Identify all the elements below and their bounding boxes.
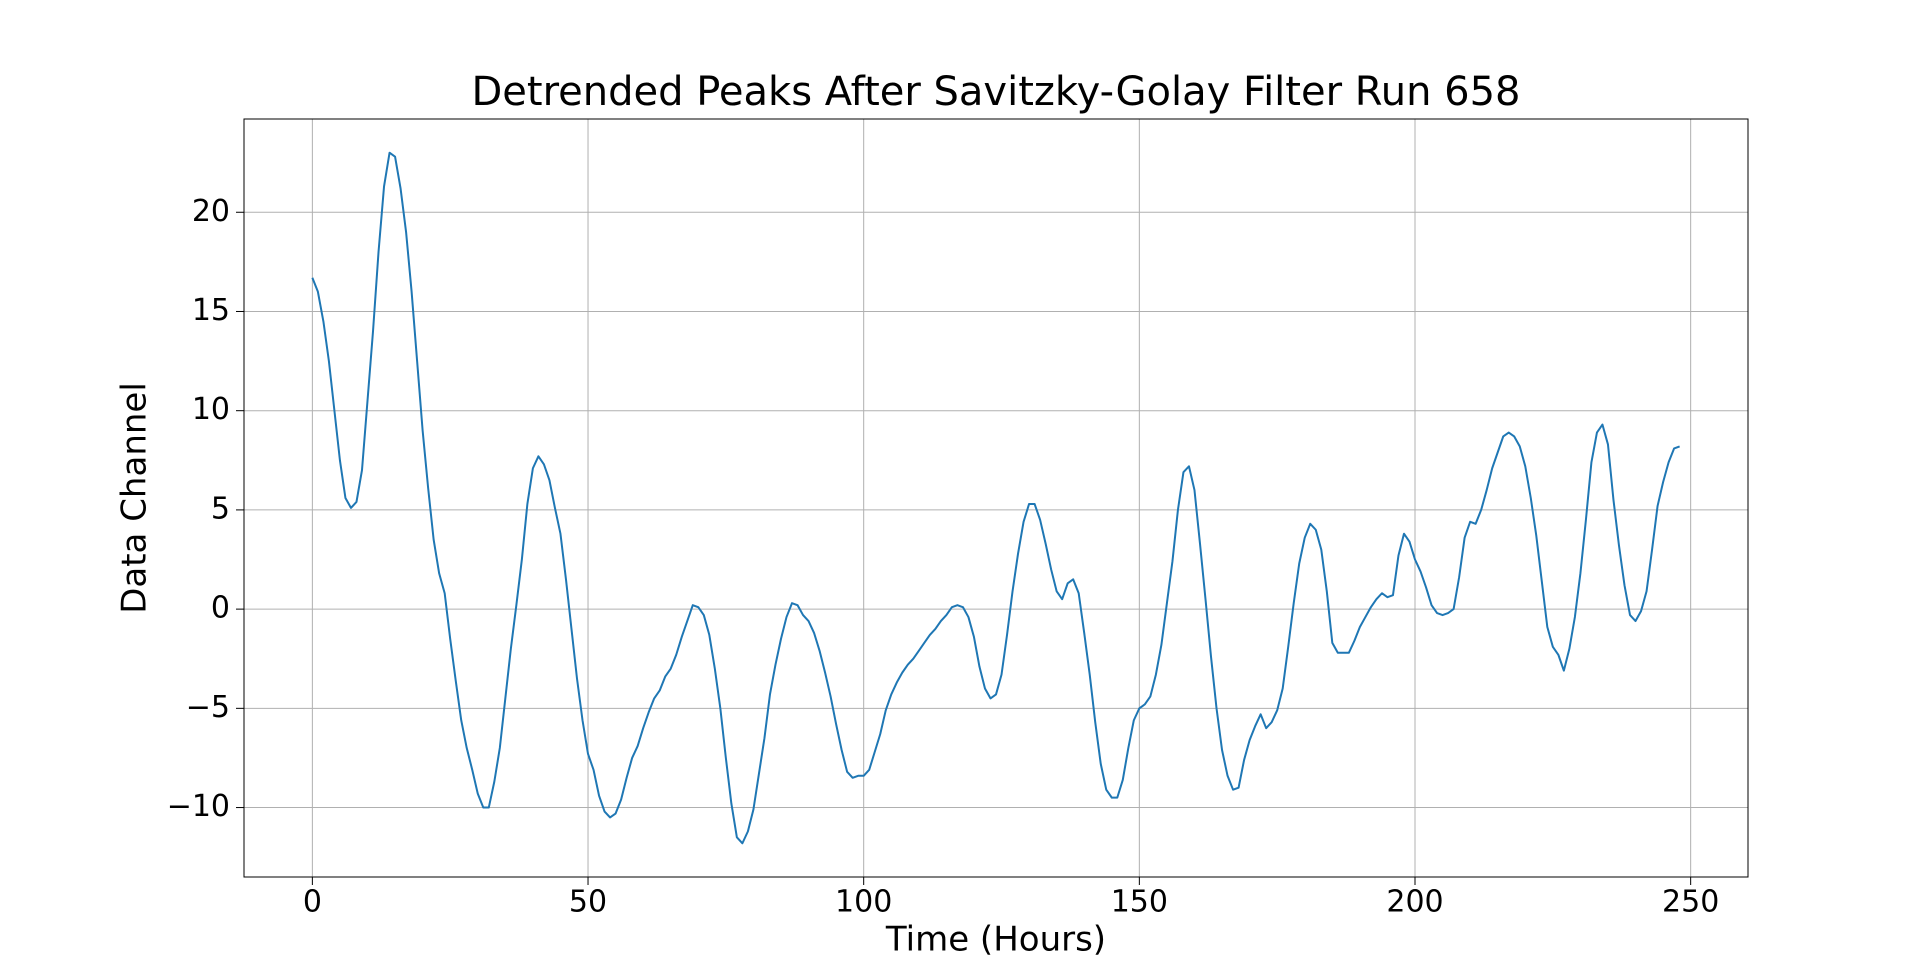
x-tick-label: 50 bbox=[569, 885, 607, 920]
x-tick-label: 100 bbox=[835, 885, 892, 920]
y-tick-label: −10 bbox=[167, 789, 230, 824]
x-tick-label: 150 bbox=[1111, 885, 1168, 920]
x-tick-label: 200 bbox=[1386, 885, 1443, 920]
y-tick-label: 5 bbox=[211, 491, 230, 526]
data-line bbox=[311, 151, 1680, 845]
y-axis-label: Data Channel bbox=[115, 382, 155, 614]
plot-frame bbox=[243, 118, 1749, 878]
y-tick-label: −5 bbox=[186, 690, 230, 725]
y-tick-label: 15 bbox=[192, 293, 230, 328]
chart-title: Detrended Peaks After Savitzky-Golay Fil… bbox=[471, 69, 1520, 115]
y-tick-label: 20 bbox=[192, 194, 230, 229]
x-tick-label: 0 bbox=[303, 885, 322, 920]
y-tick-label: 10 bbox=[192, 392, 230, 427]
x-tick-label: 250 bbox=[1662, 885, 1719, 920]
x-axis-label: Time (Hours) bbox=[885, 920, 1106, 960]
y-tick-label: 0 bbox=[211, 591, 230, 626]
